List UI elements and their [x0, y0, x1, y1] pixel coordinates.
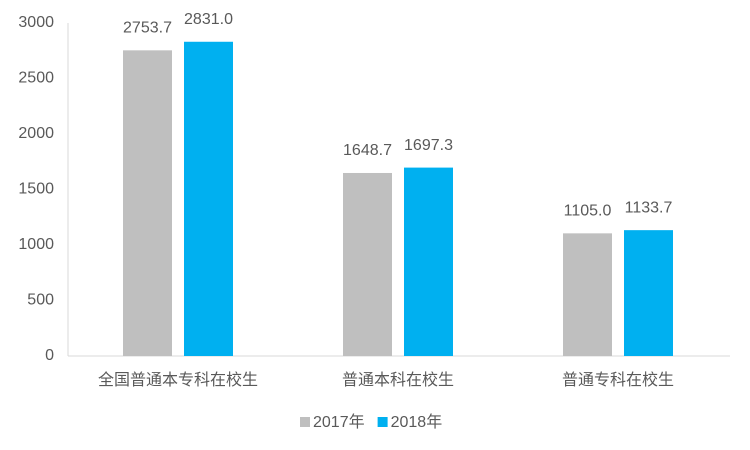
value-label: 1697.3	[404, 137, 453, 154]
legend-swatch	[377, 417, 388, 427]
y-tick-label: 0	[45, 347, 54, 364]
y-tick-label: 500	[27, 292, 54, 309]
x-tick-label: 全国普通本专科在校生	[98, 371, 258, 389]
bar	[184, 41, 233, 356]
value-label: 1133.7	[625, 199, 673, 216]
value-label: 1105.0	[564, 203, 612, 220]
bar	[404, 167, 453, 356]
legend-swatch	[300, 417, 310, 427]
value-label: 2831.0	[184, 11, 233, 28]
y-tick-label: 1500	[18, 181, 54, 198]
legend-label: 2018年	[391, 413, 443, 431]
y-tick-label: 2000	[18, 125, 54, 142]
value-label: 2753.7	[123, 20, 172, 37]
bar	[123, 50, 172, 357]
bar	[563, 233, 612, 356]
x-tick-label: 普通本科在校生	[342, 371, 454, 389]
bar	[343, 172, 392, 356]
y-tick-label: 3000	[18, 14, 54, 31]
x-tick-label: 普通专科在校生	[562, 371, 674, 389]
value-label: 1648.7	[343, 142, 392, 159]
y-tick-label: 2500	[18, 70, 54, 87]
bar	[624, 230, 673, 356]
legend-label: 2017年	[313, 413, 365, 431]
y-tick-label: 1000	[18, 236, 54, 253]
